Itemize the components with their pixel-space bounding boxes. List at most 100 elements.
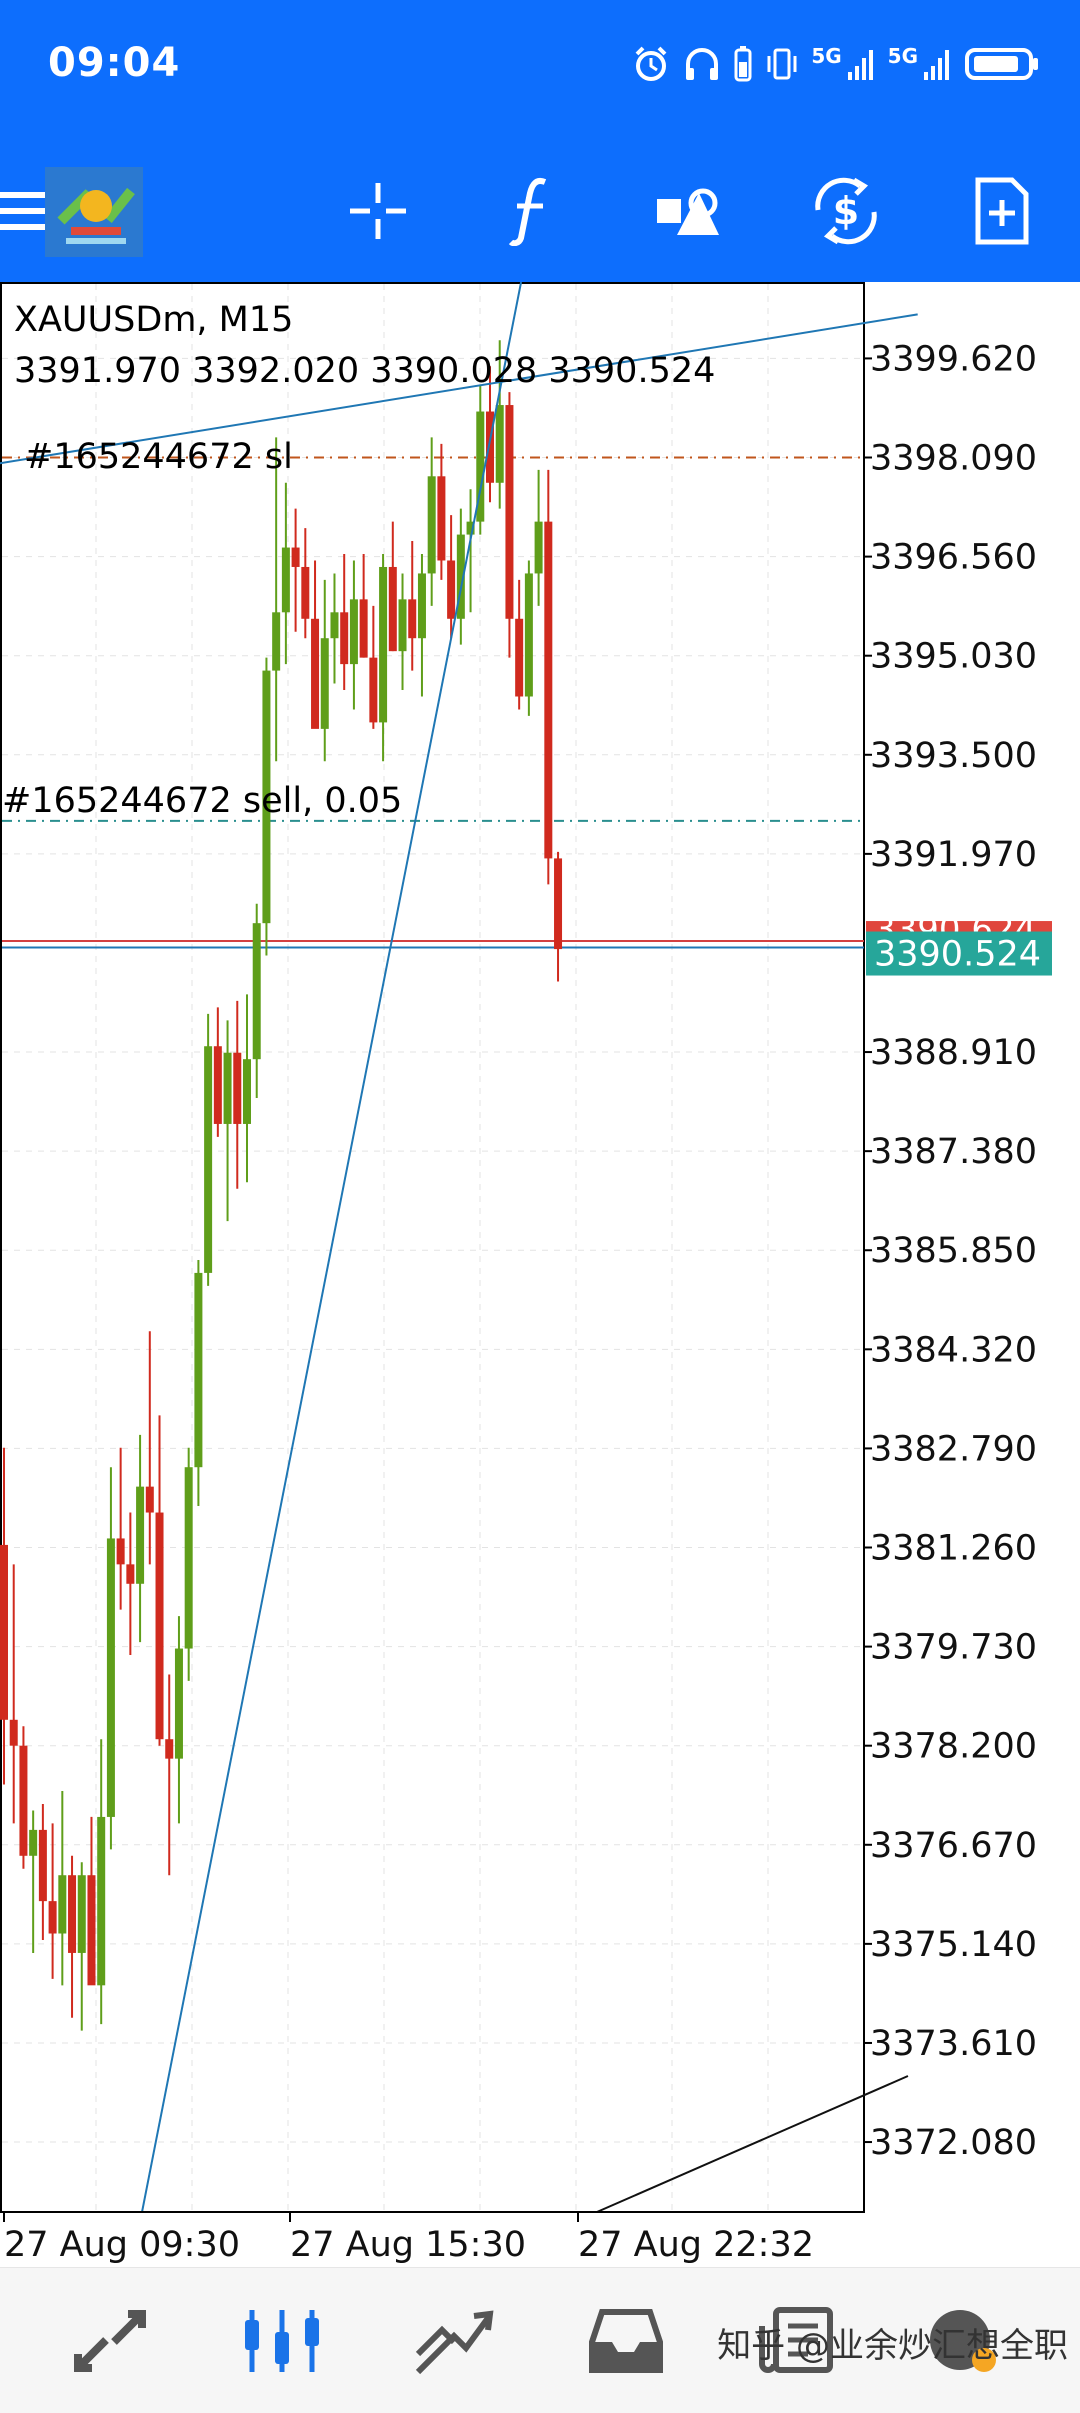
candle-body (330, 612, 339, 639)
trade-button[interactable]: $ (786, 140, 906, 282)
y-tick-label: 3399.620 (870, 339, 1037, 379)
candle-body (427, 476, 436, 574)
chart-level-lines (2, 456, 864, 949)
y-tick-label: 3398.090 (870, 439, 1037, 479)
candle-body (291, 547, 300, 567)
status-bar: 09:04 5G 5G (0, 0, 1080, 140)
candle-body (233, 1052, 242, 1124)
candle-body (97, 1816, 106, 1986)
candle-body (408, 599, 417, 639)
candle-body (145, 1486, 154, 1513)
price-axis: 3399.620 3398.090 3396.560 3395.030 3393.500… (864, 339, 1052, 2163)
candle-body (447, 560, 456, 619)
candle-body (213, 1046, 222, 1124)
y-tick-label: 3372.080 (870, 2123, 1037, 2163)
app-logo-button[interactable] (36, 140, 156, 282)
candle-body (68, 1875, 77, 1953)
candle-body (126, 1564, 135, 1584)
candle-body (204, 1046, 213, 1273)
sl-label[interactable]: #165244672 sl (24, 437, 293, 477)
trade-icon: $ (815, 177, 877, 245)
candle-body (272, 612, 281, 671)
new-order-icon (975, 177, 1029, 245)
candle-body (194, 1272, 203, 1468)
candle-body (515, 618, 524, 697)
candle-body (29, 1829, 38, 1856)
x-tick-label: 27 Aug 22:32 (578, 2225, 814, 2265)
nav-news[interactable] (738, 2268, 858, 2413)
menu-icon (0, 192, 47, 230)
candle-body (281, 547, 290, 613)
candle-body (486, 411, 494, 483)
symbol-label: XAUUSDm, M15 (14, 300, 293, 340)
battery-icon (965, 48, 1038, 80)
nav-quotes[interactable] (50, 2268, 170, 2413)
chart-grid (0, 282, 865, 2213)
candle-body (58, 1875, 67, 1934)
candle-body (243, 1059, 251, 1124)
watermark: 知乎 @业余炒汇想全职 (717, 2326, 1068, 2366)
chart-area[interactable]: 3399.620 3398.090 3396.560 3395.030 3393.500… (0, 281, 1080, 2267)
candle-body (174, 1648, 183, 1759)
y-tick-label: 3393.500 (870, 736, 1037, 776)
y-tick-label: 3379.730 (870, 1628, 1037, 1668)
y-tick-label: 3376.670 (870, 1826, 1037, 1866)
y-tick-label: 3373.610 (870, 2024, 1037, 2064)
trend-line[interactable] (596, 2075, 909, 2213)
crosshair-button[interactable] (318, 140, 438, 282)
signal-5g-icon (924, 50, 949, 80)
trend-lines[interactable] (0, 281, 918, 2213)
indicators-button[interactable] (472, 140, 592, 282)
menu-button[interactable] (0, 140, 82, 282)
candle-body (38, 1829, 47, 1902)
candle-body (388, 566, 397, 652)
y-tick-label: 3388.910 (870, 1033, 1037, 1073)
y-tick-label: 3378.200 (870, 1727, 1037, 1767)
candle-body (106, 1538, 115, 1817)
clock: 09:04 (48, 40, 181, 86)
candle-body (495, 405, 504, 483)
nav-trade[interactable] (394, 2268, 514, 2413)
candle-body (87, 1875, 96, 1986)
news-icon (759, 2306, 833, 2373)
candle-body (554, 858, 563, 950)
candle-body (524, 573, 533, 697)
candle-body (223, 1052, 232, 1124)
order-label[interactable]: #165244672 sell, 0.05 (2, 781, 402, 821)
y-tick-label: 3384.320 (870, 1330, 1037, 1370)
trend-line[interactable] (0, 313, 918, 465)
net-5g-label-2: 5G (887, 44, 918, 68)
trade-chart-icon (415, 2310, 494, 2374)
quotes-icon (74, 2309, 146, 2372)
candle-body (398, 599, 407, 652)
nav-messages[interactable] (900, 2268, 1020, 2413)
history-icon (589, 2308, 663, 2373)
objects-button[interactable] (628, 140, 748, 282)
time-axis: 27 Aug 09:30 27 Aug 15:30 27 Aug 22:32 (0, 2211, 864, 2265)
price-chart[interactable]: 3399.620 3398.090 3396.560 3395.030 3393.500… (0, 281, 1080, 2267)
candle-body (349, 599, 358, 665)
chart-icon (245, 2309, 319, 2372)
bottom-navigation: 知乎 @业余炒汇想全职 (0, 2267, 1080, 2413)
nav-chart[interactable] (222, 2268, 342, 2413)
y-tick-label: 3395.030 (870, 637, 1037, 677)
y-tick-label: 3381.260 (870, 1529, 1037, 1569)
candle-body (320, 638, 329, 729)
toolbar: $ (0, 140, 1080, 282)
candle-body (77, 1875, 86, 1953)
nav-history[interactable] (566, 2268, 686, 2413)
svg-text:$: $ (833, 189, 859, 233)
candle-body (155, 1512, 164, 1740)
y-tick-label: 3385.850 (870, 1231, 1037, 1271)
battery-small-icon (734, 46, 752, 82)
new-order-button[interactable] (942, 140, 1062, 282)
trend-line[interactable] (141, 281, 523, 2213)
y-tick-label: 3387.380 (870, 1132, 1037, 1172)
signal-5g-icon (847, 50, 873, 80)
x-tick-label: 27 Aug 15:30 (290, 2225, 526, 2265)
y-tick-label: 3396.560 (870, 538, 1037, 578)
candle-body (340, 612, 349, 665)
candle-body (359, 599, 368, 658)
candle-body (252, 923, 261, 1060)
candle-body (437, 476, 446, 561)
